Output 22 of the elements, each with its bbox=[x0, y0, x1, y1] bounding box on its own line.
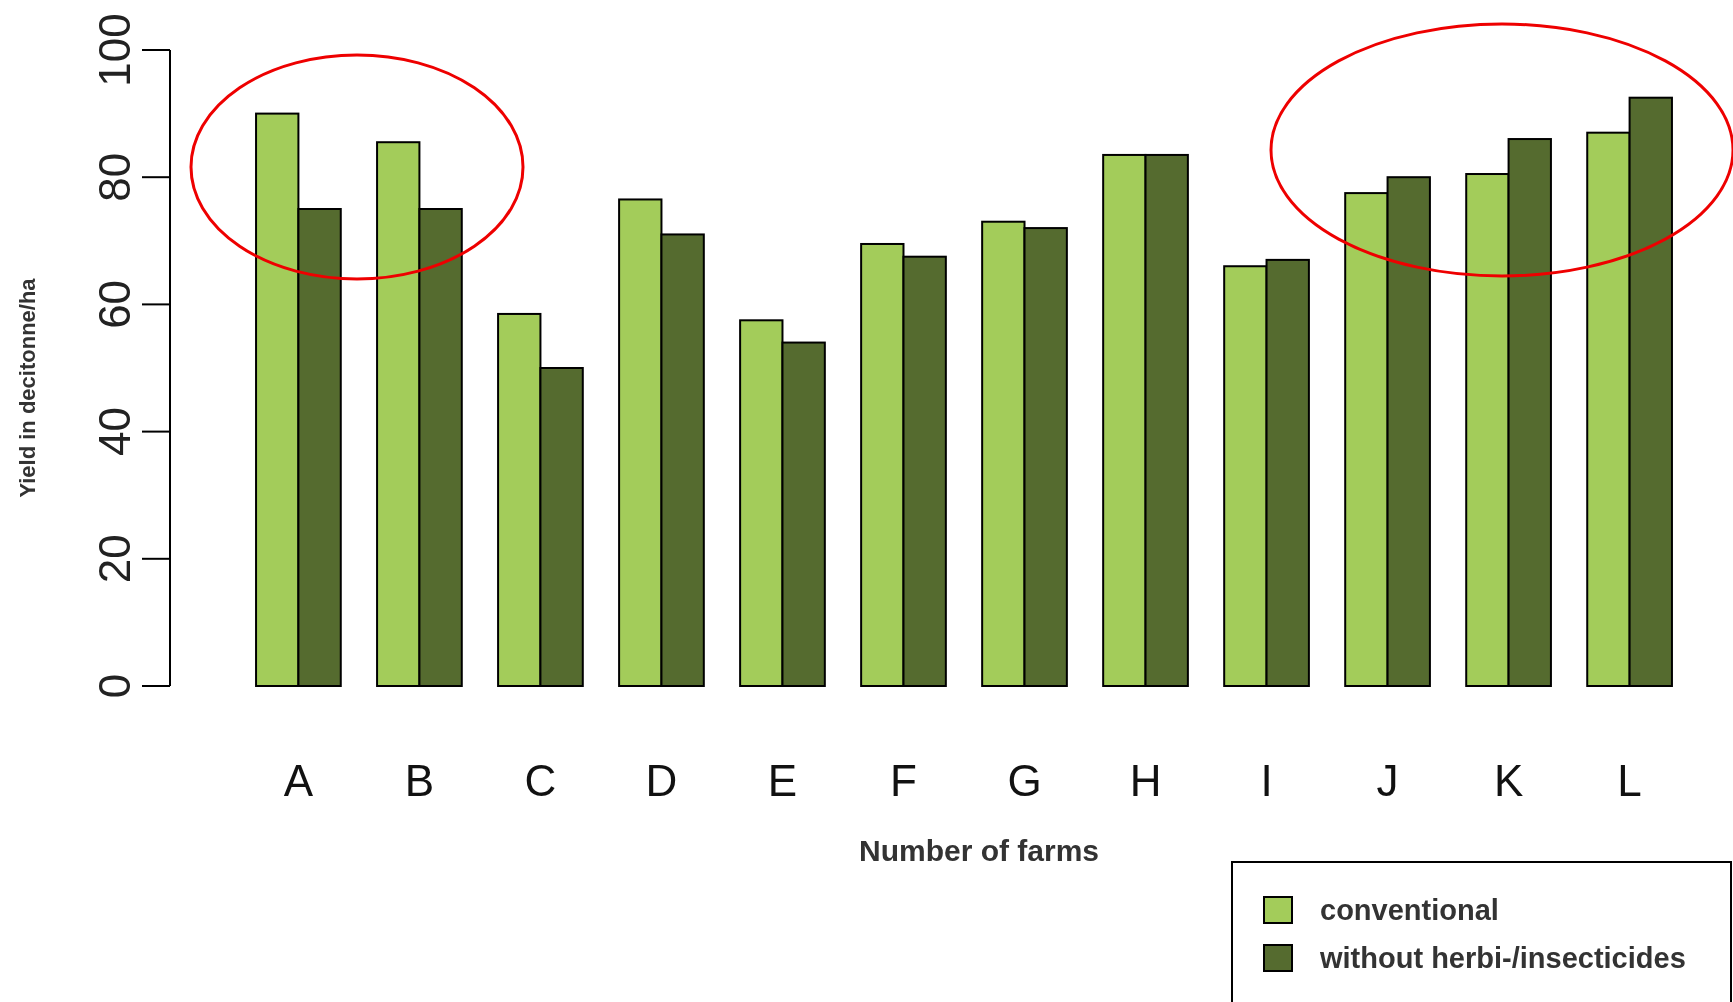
legend-label: conventional bbox=[1320, 894, 1499, 926]
x-tick-label: E bbox=[767, 756, 798, 805]
x-tick-label: G bbox=[1007, 756, 1042, 805]
x-tick-label: H bbox=[1129, 756, 1162, 805]
x-tick-label: J bbox=[1376, 756, 1399, 805]
y-tick-label: 100 bbox=[90, 13, 139, 87]
x-tick-label: C bbox=[524, 756, 557, 805]
y-tick-label: 0 bbox=[90, 673, 139, 699]
x-tick-label: A bbox=[283, 756, 314, 805]
legend-label: without herbi-/insecticides bbox=[1319, 942, 1686, 974]
x-tick-label: F bbox=[890, 756, 917, 805]
y-tick-label: 80 bbox=[90, 152, 139, 202]
x-tick-label: D bbox=[645, 756, 678, 805]
x-tick-label: B bbox=[404, 756, 435, 805]
x-tick-label: L bbox=[1617, 756, 1642, 805]
y-axis-title: Yield in decitonne/ha bbox=[15, 277, 40, 498]
y-tick-label: 60 bbox=[90, 279, 139, 329]
x-tick-label: I bbox=[1260, 756, 1273, 805]
x-axis-title: Number of farms bbox=[858, 834, 1100, 867]
y-tick-label: 20 bbox=[90, 534, 139, 584]
y-tick-label: 40 bbox=[90, 407, 139, 457]
x-tick-label: K bbox=[1493, 756, 1524, 805]
